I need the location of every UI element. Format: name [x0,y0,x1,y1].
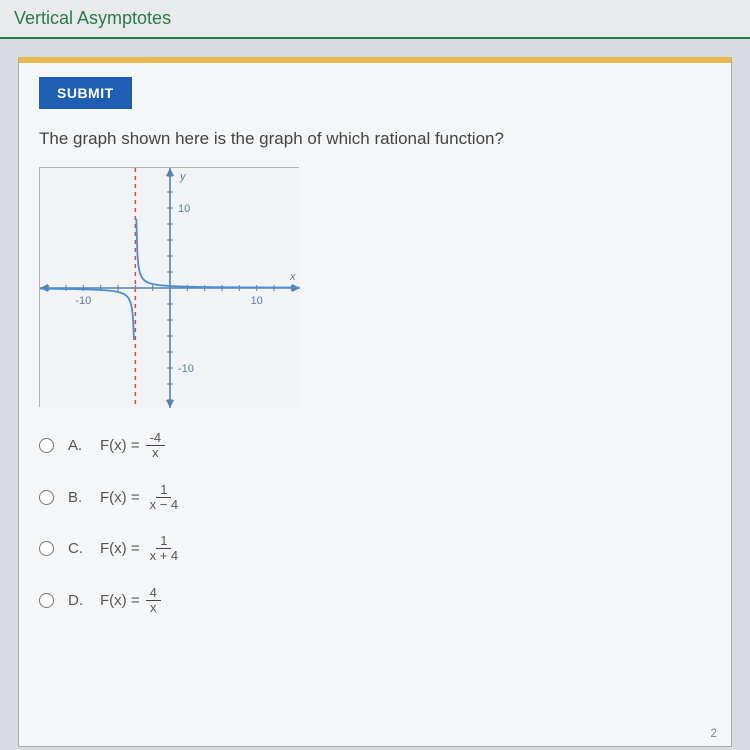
fraction-denominator: x + 4 [146,549,183,563]
choice-b[interactable]: B. F(x) = 1 x − 4 [39,483,711,513]
choice-c[interactable]: C. F(x) = 1 x + 4 [39,534,711,564]
fraction-numerator: 1 [156,534,171,549]
graph-svg: -101010-10xy [40,168,300,408]
radio-a[interactable] [39,438,54,453]
fraction-numerator: 4 [146,586,161,601]
question-text: The graph shown here is the graph of whi… [39,129,711,149]
choice-lhs: F(x) = [100,489,140,506]
page-title: Vertical Asymptotes [14,8,171,28]
radio-d[interactable] [39,593,54,608]
choice-letter: B. [68,489,92,506]
choice-a[interactable]: A. F(x) = -4 x [39,431,711,461]
content-frame: SUBMIT The graph shown here is the graph… [18,57,732,747]
svg-text:10: 10 [251,295,263,307]
svg-text:10: 10 [178,203,190,215]
fraction-denominator: x [148,446,163,460]
choice-fraction: 1 x + 4 [146,534,183,564]
svg-text:x: x [289,271,296,283]
choice-lhs: F(x) = [100,540,140,557]
choice-fraction: 1 x − 4 [146,483,183,513]
choice-lhs: F(x) = [100,437,140,454]
submit-button[interactable]: SUBMIT [39,77,132,109]
answer-choices: A. F(x) = -4 x B. F(x) = 1 x − 4 C. F(x)… [39,431,711,615]
fraction-denominator: x [146,601,161,615]
choice-fraction: -4 x [146,431,166,461]
radio-c[interactable] [39,541,54,556]
fraction-numerator: -4 [146,431,166,446]
radio-b[interactable] [39,490,54,505]
choice-fraction: 4 x [146,586,161,616]
choice-letter: C. [68,540,92,557]
svg-text:-10: -10 [75,295,91,307]
title-bar: Vertical Asymptotes [0,0,750,39]
fraction-numerator: 1 [156,483,171,498]
choice-letter: D. [68,592,92,609]
svg-text:-10: -10 [178,363,194,375]
choice-lhs: F(x) = [100,592,140,609]
graph-panel: -101010-10xy [39,167,299,407]
page-number: 2 [710,726,717,740]
choice-letter: A. [68,437,92,454]
choice-d[interactable]: D. F(x) = 4 x [39,586,711,616]
fraction-denominator: x − 4 [146,498,183,512]
